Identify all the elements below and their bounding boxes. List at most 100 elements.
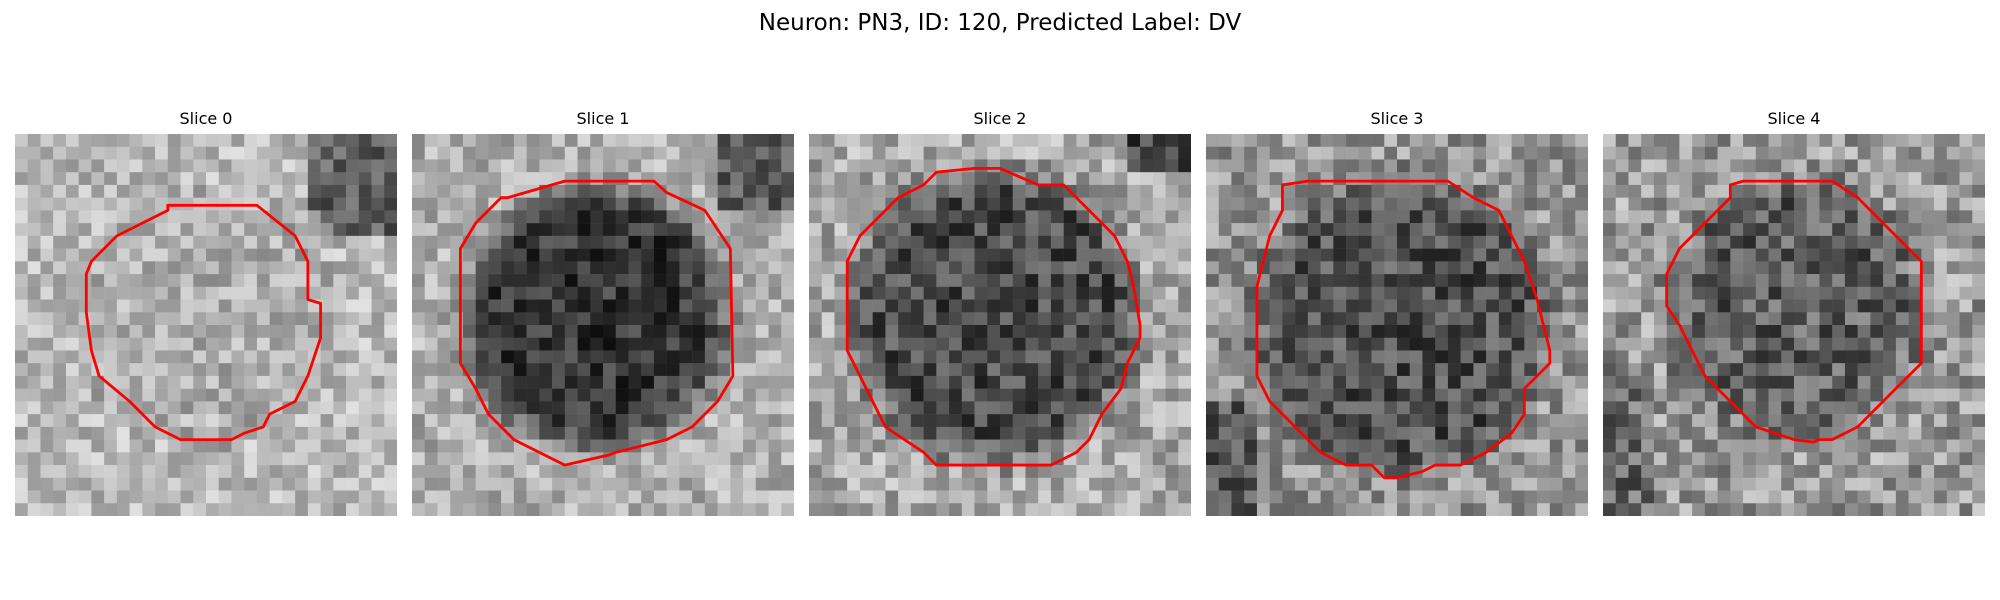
pixel — [1218, 439, 1232, 453]
pixel — [269, 503, 283, 516]
pixel — [1025, 350, 1039, 364]
pixel — [269, 197, 283, 211]
pixel — [307, 248, 321, 262]
pixel — [1641, 248, 1655, 262]
pixel — [1140, 299, 1154, 313]
pixel — [768, 172, 782, 186]
pixel — [1946, 223, 1960, 237]
pixel — [1603, 210, 1616, 224]
pixel — [244, 159, 258, 173]
pixel — [462, 146, 476, 160]
pixel — [1743, 350, 1757, 364]
pixel — [27, 184, 41, 198]
pixel — [206, 274, 219, 288]
pixel — [1498, 350, 1512, 364]
pixel — [462, 159, 476, 173]
pixel — [1140, 197, 1154, 211]
pixel — [1934, 299, 1948, 313]
pixel — [615, 223, 629, 237]
pixel — [704, 350, 718, 364]
pixel — [1934, 184, 1948, 198]
pixel — [1666, 452, 1680, 466]
pixel — [1883, 146, 1897, 160]
pixel — [1435, 223, 1449, 237]
pixel — [1320, 363, 1334, 377]
pixel — [1921, 299, 1935, 313]
pixel — [1730, 210, 1744, 224]
pixel — [1384, 490, 1398, 504]
pixel — [206, 414, 219, 428]
pixel — [1307, 223, 1321, 237]
pixel — [1178, 452, 1191, 466]
pixel — [1498, 299, 1512, 313]
pixel — [781, 452, 794, 466]
pixel — [424, 197, 438, 211]
pixel — [1857, 248, 1871, 262]
pixel — [898, 363, 912, 377]
pixel — [1537, 350, 1551, 364]
pixel — [1050, 325, 1064, 338]
slice-title-1: Slice 1 — [576, 109, 630, 128]
pixel — [1653, 363, 1667, 377]
pixel — [1666, 426, 1680, 440]
pixel — [1460, 312, 1474, 326]
pixel — [1806, 312, 1820, 326]
pixel — [564, 325, 578, 338]
pixel — [936, 452, 950, 466]
pixel — [821, 210, 835, 224]
pixel — [15, 261, 28, 275]
pixel — [1114, 274, 1128, 288]
pixel — [155, 184, 169, 198]
pixel — [358, 235, 372, 249]
pixel — [1781, 134, 1795, 147]
pixel — [974, 375, 988, 389]
pixel — [116, 184, 130, 198]
pixel — [936, 184, 950, 198]
pixel — [1511, 465, 1525, 479]
pixel — [1320, 274, 1334, 288]
pixel — [1050, 439, 1064, 453]
pixel — [142, 452, 156, 466]
pixel — [603, 414, 616, 428]
pixel — [1768, 159, 1782, 173]
pixel — [987, 146, 1001, 160]
pixel — [1076, 465, 1090, 479]
pixel — [1603, 223, 1616, 237]
pixel — [269, 490, 283, 504]
pixel — [1972, 414, 1985, 428]
pixel — [653, 388, 667, 402]
pixel — [1384, 337, 1398, 351]
pixel — [1679, 197, 1693, 211]
pixel — [885, 490, 899, 504]
pixel — [1498, 375, 1512, 389]
pixel — [1844, 274, 1858, 288]
pixel — [1218, 503, 1232, 516]
pixel — [1165, 210, 1179, 224]
pixel — [218, 299, 232, 313]
pixel — [384, 197, 397, 211]
pixel — [269, 325, 283, 338]
pixel — [1575, 184, 1588, 198]
pixel — [1730, 184, 1744, 198]
pixel — [1921, 235, 1935, 249]
pixel — [513, 490, 527, 504]
pixel — [346, 210, 360, 224]
pixel — [834, 146, 848, 160]
pixel — [1165, 414, 1179, 428]
pixel — [371, 286, 385, 300]
pixel — [1959, 477, 1973, 491]
pixel — [679, 325, 693, 338]
pixel — [1447, 439, 1461, 453]
pixel — [1114, 414, 1128, 428]
pixel — [1244, 414, 1258, 428]
pixel — [1165, 184, 1179, 198]
pixel — [526, 159, 540, 173]
pixel — [641, 286, 655, 300]
pixel — [1409, 134, 1423, 147]
pixel — [666, 248, 680, 262]
pixel — [1231, 134, 1245, 147]
pixel — [218, 452, 232, 466]
pixel — [1165, 337, 1179, 351]
pixel — [552, 210, 566, 224]
pixel — [513, 363, 527, 377]
